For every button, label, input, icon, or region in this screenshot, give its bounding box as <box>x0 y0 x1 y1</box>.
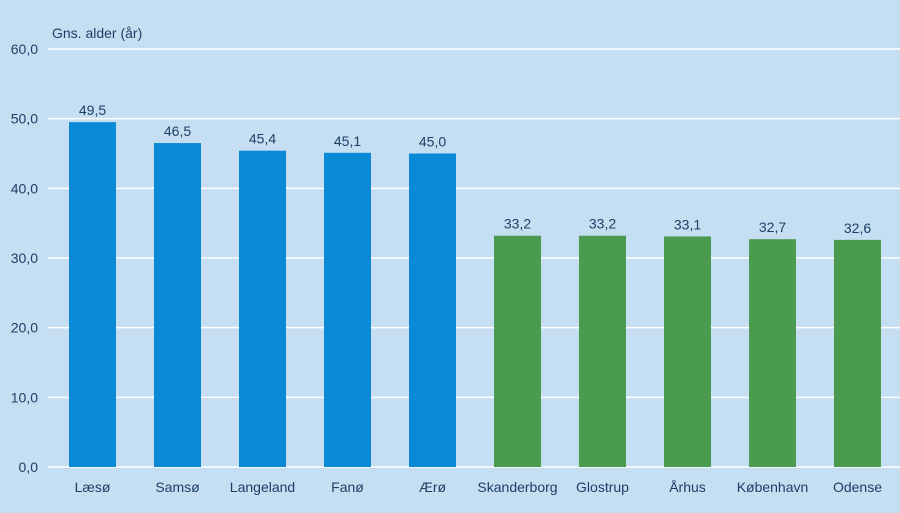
y-tick-label: 30,0 <box>11 250 38 266</box>
data-label: 45,1 <box>334 133 361 149</box>
bar-samsø <box>154 143 201 468</box>
bar-langeland <box>239 150 286 468</box>
bar-glostrup <box>579 235 626 467</box>
data-label: 32,7 <box>759 219 786 235</box>
data-label: 32,6 <box>844 220 871 236</box>
data-label: 33,2 <box>589 216 616 232</box>
y-tick-label: 40,0 <box>11 180 38 196</box>
y-tick-label: 0,0 <box>19 459 39 475</box>
category-label: Læsø <box>75 479 111 495</box>
data-label: 33,1 <box>674 216 701 232</box>
data-label: 45,4 <box>249 131 276 147</box>
category-label: Glostrup <box>576 479 629 495</box>
bar-århus <box>664 236 711 467</box>
bar-odense <box>834 239 881 467</box>
y-tick-label: 20,0 <box>11 320 38 336</box>
y-tick-label: 60,0 <box>11 41 38 57</box>
category-label: Ærø <box>419 479 447 495</box>
y-tick-label: 50,0 <box>11 111 38 127</box>
bar-ærø <box>409 153 456 467</box>
category-label: Århus <box>669 479 706 495</box>
bars <box>69 122 881 468</box>
category-label: Skanderborg <box>477 479 557 495</box>
category-label: Odense <box>833 479 882 495</box>
y-tick-labels: 0,0 10,0 20,0 30,0 40,0 50,0 60,0 <box>11 41 38 475</box>
data-label: 46,5 <box>164 123 191 139</box>
data-label: 49,5 <box>79 102 106 118</box>
bar-fanø <box>324 152 371 467</box>
data-label: 45,0 <box>419 134 446 150</box>
category-label: Fanø <box>331 479 364 495</box>
bar-københavn <box>749 239 796 467</box>
y-tick-label: 10,0 <box>11 389 38 405</box>
category-label: Samsø <box>155 479 200 495</box>
category-label: Langeland <box>230 479 295 495</box>
data-labels: 49,5 46,5 45,4 45,1 45,0 33,2 33,2 33,1 32,7 32,6 <box>79 102 871 236</box>
bar-skanderborg <box>494 235 541 467</box>
bar-læsø <box>69 122 116 468</box>
category-label: København <box>737 479 809 495</box>
data-label: 33,2 <box>504 216 531 232</box>
category-labels: Læsø Samsø Langeland Fanø Ærø Skanderborg Glos… <box>75 479 883 495</box>
y-axis-label: Gns. alder (år) <box>52 25 142 41</box>
